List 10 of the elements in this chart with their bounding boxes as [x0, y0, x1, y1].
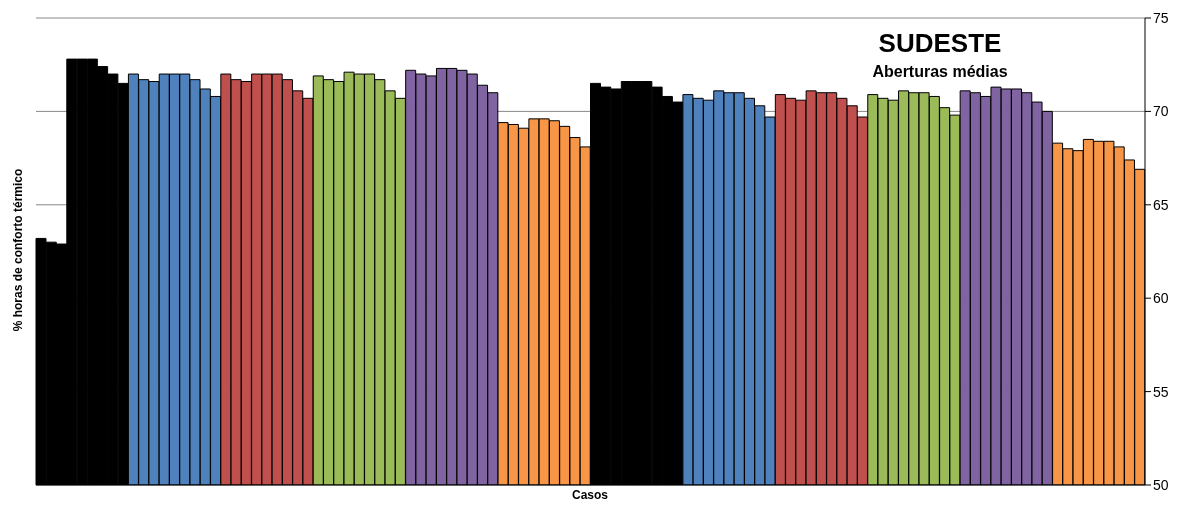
y-tick-label: 55: [1153, 383, 1169, 400]
y-tick-label: 70: [1153, 103, 1169, 120]
y-tick-label: 50: [1153, 476, 1169, 493]
chart-title: SUDESTE: [877, 28, 1003, 59]
y-tick-label: 65: [1153, 196, 1169, 213]
x-axis-title: Casos: [571, 488, 609, 502]
y-tick-label: 60: [1153, 290, 1169, 307]
y-axis-title: % horas de conforto térmico: [11, 168, 25, 332]
text: Aberturas médias: [871, 63, 1009, 81]
y-tick-label: 75: [1153, 9, 1169, 26]
